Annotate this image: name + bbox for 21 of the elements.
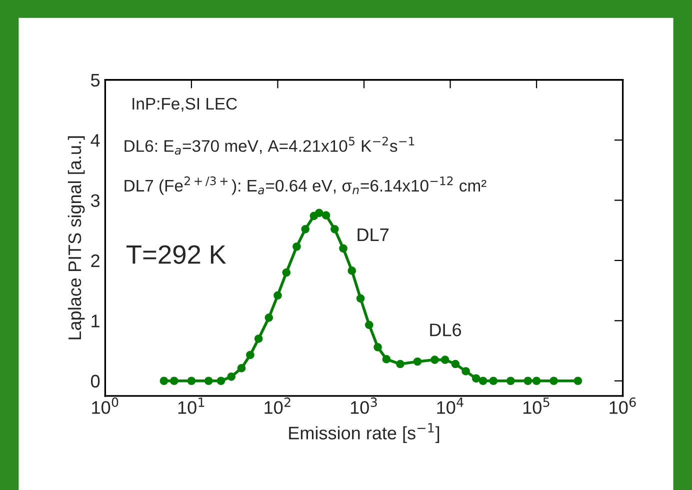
y-tick-label: 5 [91, 74, 100, 87]
x-tick-label: 10$^{3}$ [350, 397, 377, 414]
annotation: DL6 [430, 324, 462, 336]
annotation: DL6: E$_{a}$=370 meV, A=4.21x10$^{5}$ K$^{−2}$s$^{−1}$ [124, 136, 414, 155]
x-tick-label: 10$^{6}$ [610, 397, 636, 414]
annotation: InP:Fe,SI LEC [132, 98, 237, 112]
x-axis-title: Emission rate [s$^{−1}$] [289, 423, 440, 444]
x-tick-label: 10$^{0}$ [92, 397, 118, 414]
y-axis-title: Laplace PITS signal [a.u.] [68, 136, 85, 340]
x-tick-label: 10$^{1}$ [178, 398, 204, 414]
y-tick-label: 3 [90, 194, 100, 207]
y-tick-label: 0 [90, 374, 100, 388]
x-tick-label: 10$^{4}$ [437, 398, 464, 414]
x-tick-label: 10$^{2}$ [264, 397, 290, 414]
text: DL7 (Fe$^{2+/3+}$): E$_{a}$=0.64 eV, σ$_{n}$=6.14x10$^{−12}$ cm² [124, 176, 486, 195]
annotation: DL7 [358, 228, 388, 241]
annotation: T=292 K [126, 245, 226, 264]
y-tick-label: 4 [90, 134, 100, 147]
y-tick-label: 2 [91, 254, 100, 268]
x-tick-label: 10$^{5}$ [523, 398, 550, 414]
y-tick-label: 1 [92, 314, 100, 328]
